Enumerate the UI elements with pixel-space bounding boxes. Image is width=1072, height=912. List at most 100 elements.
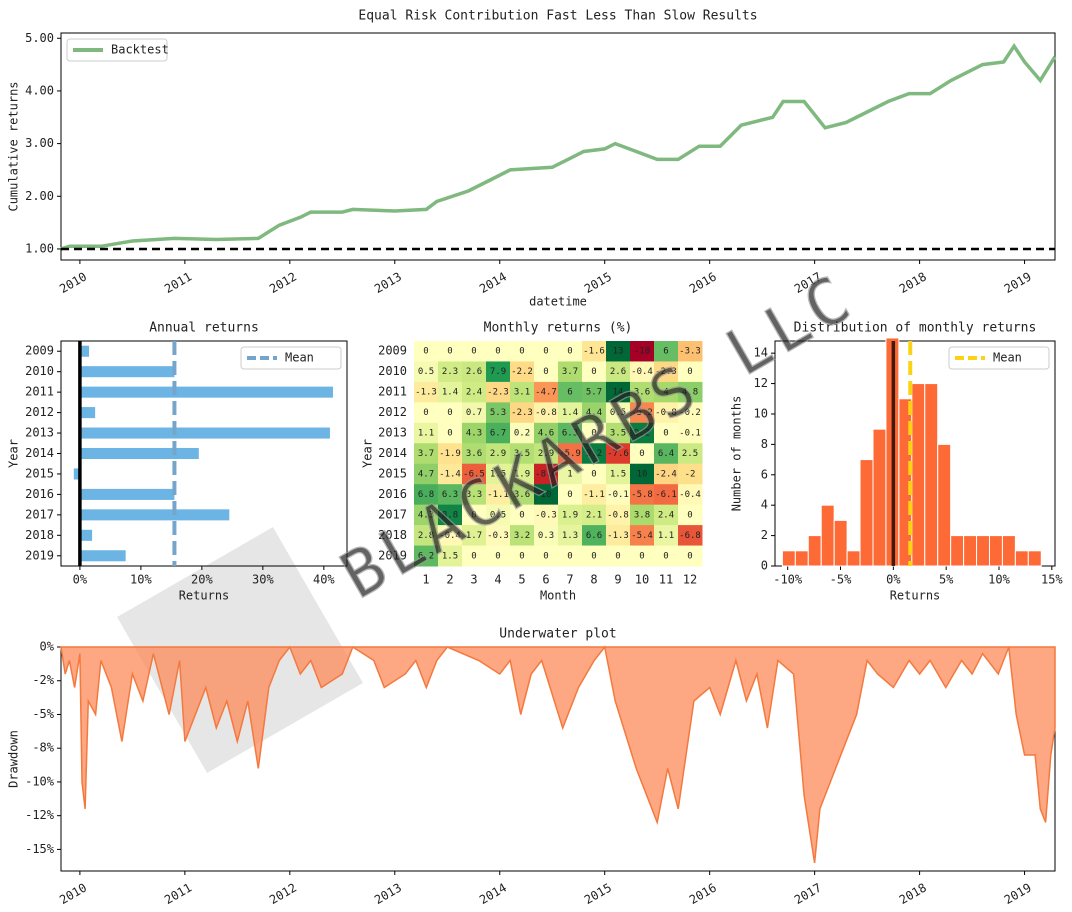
- heat-cell: [414, 504, 439, 526]
- cell-label: 1.1: [658, 531, 674, 541]
- heat-cell: [606, 443, 631, 465]
- cell-label: 0: [495, 551, 500, 561]
- cell-label: -2.3: [655, 367, 677, 377]
- cell-label: -10: [634, 347, 650, 357]
- cell-label: 9.2: [634, 429, 650, 439]
- heat-cell: [678, 463, 703, 485]
- heat-cell: [486, 341, 511, 362]
- y-tick-label: -12%: [25, 808, 55, 822]
- y-tick-label: 12: [754, 376, 768, 390]
- x-tick-label: 5%: [939, 573, 954, 587]
- bar: [73, 468, 80, 480]
- x-tick-label: 2013: [372, 270, 404, 297]
- cell-label: 3.5: [610, 429, 626, 439]
- cell-label: 1.7: [466, 531, 482, 541]
- cell-label: -2.2: [511, 367, 533, 377]
- heat-cell: [558, 381, 583, 403]
- cell-label: -0.2: [679, 408, 701, 418]
- cell-label: -2.3: [487, 388, 509, 398]
- heat-cell: [606, 484, 631, 506]
- cell-label: 10: [637, 469, 648, 479]
- cell-label: 5.7: [586, 388, 602, 398]
- x-tick-label: 2016: [687, 881, 719, 908]
- heat-cell: [582, 463, 607, 485]
- heat-cell: [462, 341, 487, 362]
- heat-cell: [438, 525, 463, 547]
- drawdown-area: [60, 645, 1056, 864]
- cell-label: 6: [567, 388, 572, 398]
- cell-label: 0.5: [418, 367, 434, 377]
- cell-label: 3.5: [514, 449, 530, 459]
- heat-cell: [654, 484, 679, 506]
- heat-cell: [582, 525, 607, 547]
- histogram-bar: [872, 428, 887, 567]
- heat-cell: [414, 545, 439, 567]
- bar: [79, 427, 330, 439]
- heat-cell: [462, 381, 487, 403]
- x-tick-label: 6: [542, 573, 549, 587]
- cell-label: 1.4: [442, 388, 458, 398]
- x-tick-label: 1: [422, 573, 429, 587]
- histogram-bar: [963, 535, 978, 567]
- y-axis-label: Cumulative returns: [7, 81, 21, 211]
- x-tick-label: 2016: [687, 270, 719, 297]
- cell-label: 1.5: [610, 469, 626, 479]
- x-tick-label: 0%: [73, 573, 88, 587]
- x-tick-label: -5%: [830, 573, 852, 587]
- heat-cell: [678, 341, 703, 362]
- y-tick-label: 2016: [25, 487, 54, 501]
- heat-cell: [510, 504, 535, 526]
- bar: [79, 386, 333, 398]
- heat-cell: [462, 545, 487, 567]
- heat-cell: [606, 545, 631, 567]
- cell-label: -1.6: [583, 347, 605, 357]
- y-tick-label: 2015: [25, 466, 54, 480]
- x-tick-label: 15%: [1041, 573, 1063, 587]
- y-tick-label: 2019: [378, 548, 407, 562]
- cell-label: 7.9: [490, 367, 506, 377]
- heat-cell: [654, 402, 679, 424]
- bar: [79, 447, 199, 460]
- cell-label: 2.4: [466, 388, 482, 398]
- heat-cell: [438, 341, 463, 362]
- cell-label: -0.8: [607, 510, 629, 520]
- x-tick-label: 2012: [267, 270, 299, 297]
- chart-title: Monthly returns (%): [484, 321, 633, 336]
- cell-label: 1: [567, 469, 572, 479]
- cell-label: 1.5: [442, 551, 458, 561]
- cell-label: -2.3: [511, 408, 533, 418]
- cell-label: 3.6: [466, 449, 482, 459]
- x-tick-label: 5: [518, 573, 525, 587]
- x-axis-label: datetime: [529, 295, 587, 309]
- heat-cell: [486, 443, 511, 465]
- cell-label: 3.1: [514, 388, 530, 398]
- cell-label: 4.8: [682, 388, 698, 398]
- heat-cell: [534, 463, 559, 485]
- y-tick-label: 8: [761, 437, 768, 451]
- cell-label: 3.6: [634, 388, 650, 398]
- line-series: [60, 43, 1057, 251]
- bar: [79, 407, 96, 419]
- cell-label: 6.2: [418, 551, 434, 561]
- heat-cell: [582, 545, 607, 567]
- cell-label: 2.9: [490, 449, 506, 459]
- cell-label: 0: [447, 408, 452, 418]
- heat-cell: [486, 545, 511, 567]
- cell-label: 0: [663, 429, 668, 439]
- cell-label: 10: [541, 490, 552, 500]
- y-tick-label: 2017: [25, 507, 54, 521]
- y-tick-label: 2009: [378, 344, 407, 358]
- y-tick-label: 2010: [25, 364, 54, 378]
- histogram-bar: [807, 535, 822, 567]
- cell-label: -7.6: [607, 449, 629, 459]
- cell-label: 0: [447, 347, 452, 357]
- heat-cell: [534, 504, 559, 526]
- heat-cell: [606, 381, 631, 403]
- x-tick-label: 2019: [1002, 881, 1034, 908]
- bar: [79, 529, 93, 541]
- cell-label: 3.7: [418, 449, 434, 459]
- x-tick-label: 10%: [130, 573, 152, 587]
- cell-label: 3.7: [562, 367, 578, 377]
- cell-label: 0: [495, 347, 500, 357]
